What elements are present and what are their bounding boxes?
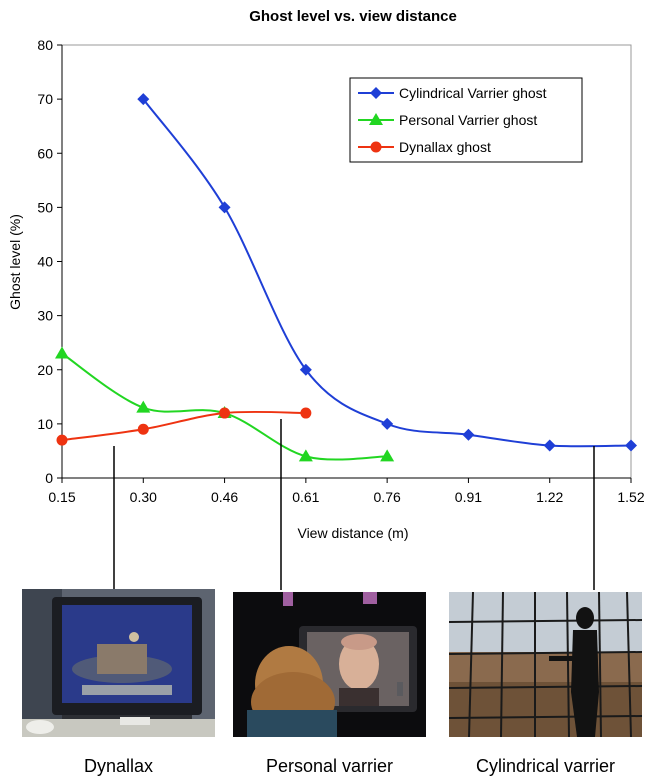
y-axis-label: Ghost level (%) (7, 214, 23, 310)
data-point (56, 434, 68, 446)
cylindrical-varrier-icon (449, 592, 642, 737)
x-axis-label: View distance (m) (297, 525, 408, 541)
x-tick-label: 1.52 (617, 489, 644, 505)
data-point (380, 449, 395, 462)
y-tick-label: 60 (37, 145, 53, 161)
y-tick-label: 50 (37, 199, 53, 215)
legend-label: Dynallax ghost (399, 139, 491, 155)
data-point (299, 363, 312, 376)
series-layer (55, 93, 637, 462)
x-tick-label: 0.15 (48, 489, 75, 505)
data-point (219, 407, 231, 419)
x-tick-label: 0.76 (374, 489, 401, 505)
cylindrical-varrier-caption: Cylindrical varrier (475, 756, 616, 776)
cylindrical-varrier-photo (449, 592, 642, 737)
photo-connectors (113, 419, 595, 590)
chart: Ghost level vs. view distance 0 10 20 30 40 5… (7, 8, 645, 590)
x-tick-label: 1.22 (536, 489, 563, 505)
chart-title: Ghost level vs. view distance (249, 8, 457, 25)
data-point (381, 417, 394, 430)
dynallax-caption: Dynallax (83, 756, 154, 776)
data-point (543, 439, 556, 452)
y-tick-label: 80 (37, 37, 53, 53)
legend: Cylindrical Varrier ghost Personal Varrie… (349, 77, 583, 163)
x-tick-label: 0.46 (211, 489, 238, 505)
x-axis-ticks: 0.15 0.30 0.46 0.61 0.76 0.91 1.22 1.52 (48, 478, 645, 505)
y-tick-label: 20 (37, 362, 53, 378)
series-2 (56, 407, 312, 446)
y-tick-label: 10 (37, 416, 53, 432)
x-tick-label: 0.91 (455, 489, 482, 505)
data-point (136, 400, 151, 413)
dynallax-photo (22, 589, 215, 737)
series-0 (137, 93, 637, 452)
y-tick-label: 70 (37, 91, 53, 107)
personal-varrier-photo (233, 592, 426, 737)
data-point (137, 423, 149, 435)
y-tick-label: 30 (37, 308, 53, 324)
data-point (298, 449, 313, 462)
legend-label: Personal Varrier ghost (399, 112, 537, 128)
x-tick-label: 0.30 (130, 489, 157, 505)
series-line (61, 410, 306, 442)
data-point (625, 439, 637, 452)
y-axis-ticks: 0 10 20 30 40 50 60 70 80 (37, 37, 62, 486)
data-point (462, 428, 475, 441)
y-tick-label: 40 (37, 254, 53, 270)
legend-marker (370, 141, 382, 153)
dynallax-display-icon (22, 589, 215, 737)
x-tick-label: 0.61 (292, 489, 319, 505)
legend-marker (370, 87, 382, 99)
legend-marker (369, 113, 383, 125)
data-point (218, 201, 231, 214)
y-tick-label: 0 (45, 470, 53, 486)
data-point (300, 407, 312, 419)
legend-label: Cylindrical Varrier ghost (399, 85, 547, 101)
personal-varrier-caption: Personal varrier (265, 756, 394, 776)
data-point (55, 346, 69, 359)
personal-varrier-icon (233, 592, 426, 737)
data-point (137, 93, 150, 106)
